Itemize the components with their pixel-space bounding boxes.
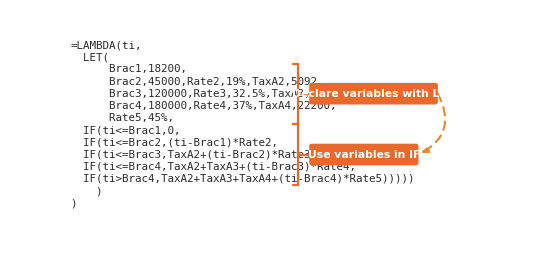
Text: ): ) <box>70 198 77 208</box>
Text: Use variables in IF: Use variables in IF <box>308 150 420 160</box>
Text: IF(ti<=Brac2,(ti-Brac1)*Rate2,: IF(ti<=Brac2,(ti-Brac1)*Rate2, <box>70 137 279 148</box>
Text: Brac1,18200,: Brac1,18200, <box>70 65 188 75</box>
FancyBboxPatch shape <box>309 83 438 104</box>
FancyArrowPatch shape <box>423 94 445 152</box>
Text: IF(ti<=Brac3,TaxA2+(ti-Brac2)*Rate3,: IF(ti<=Brac3,TaxA2+(ti-Brac2)*Rate3, <box>70 150 318 160</box>
FancyBboxPatch shape <box>309 144 418 165</box>
Text: ): ) <box>70 186 103 196</box>
Text: Brac2,45000,Rate2,19%,TaxA2,5092,: Brac2,45000,Rate2,19%,TaxA2,5092, <box>70 77 324 87</box>
Text: IF(ti<=Brac1,0,: IF(ti<=Brac1,0, <box>70 125 181 135</box>
Text: IF(ti>Brac4,TaxA2+TaxA3+TaxA4+(ti-Brac4)*Rate5))))): IF(ti>Brac4,TaxA2+TaxA3+TaxA4+(ti-Brac4)… <box>70 174 415 184</box>
Text: =LAMBDA(ti,: =LAMBDA(ti, <box>70 40 142 50</box>
Text: Brac3,120000,Rate3,32.5%,TaxA3,24375,: Brac3,120000,Rate3,32.5%,TaxA3,24375, <box>70 89 350 99</box>
Text: LET(: LET( <box>70 52 109 62</box>
Text: IF(ti<=Brac4,TaxA2+TaxA3+(ti-Brac3)*Rate4,: IF(ti<=Brac4,TaxA2+TaxA3+(ti-Brac3)*Rate… <box>70 162 357 172</box>
Text: Brac4,180000,Rate4,37%,TaxA4,22200,: Brac4,180000,Rate4,37%,TaxA4,22200, <box>70 101 337 111</box>
Text: Declare variables with LET: Declare variables with LET <box>293 89 455 99</box>
Text: Rate5,45%,: Rate5,45%, <box>70 113 174 123</box>
